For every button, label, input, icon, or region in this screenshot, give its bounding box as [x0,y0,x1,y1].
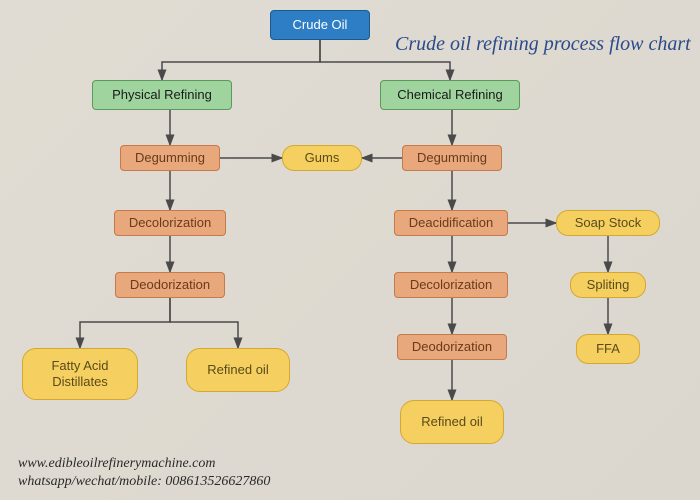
node-soap: Soap Stock [556,210,660,236]
node-chem: Chemical Refining [380,80,520,110]
footer-line-1: www.edibleoilrefinerymachine.com [18,456,216,472]
footer-line-2: whatsapp/wechat/mobile: 008613526627860 [18,474,270,490]
chart-title: Crude oil refining process flow chart [395,33,691,56]
arrows-layer [0,0,700,500]
node-crude: Crude Oil [270,10,370,40]
node-split: Spliting [570,272,646,298]
edge-deod1-refin1 [170,298,238,348]
node-gums: Gums [282,145,362,171]
node-deacid: Deacidification [394,210,508,236]
node-deod1: Deodorization [115,272,225,298]
flowchart-container: Crude oil refining process flow chart Cr… [0,0,700,500]
node-refin2: Refined oil [400,400,504,444]
node-degum2: Degumming [402,145,502,171]
edge-deod1-fatty [80,298,170,348]
node-decol1: Decolorization [114,210,226,236]
edge-crude-phys [162,40,320,80]
node-deod2: Deodorization [397,334,507,360]
node-ffa: FFA [576,334,640,364]
node-degum1: Degumming [120,145,220,171]
node-phys: Physical Refining [92,80,232,110]
node-refin1: Refined oil [186,348,290,392]
node-decol2: Decolorization [394,272,508,298]
node-fatty: Fatty Acid Distillates [22,348,138,400]
